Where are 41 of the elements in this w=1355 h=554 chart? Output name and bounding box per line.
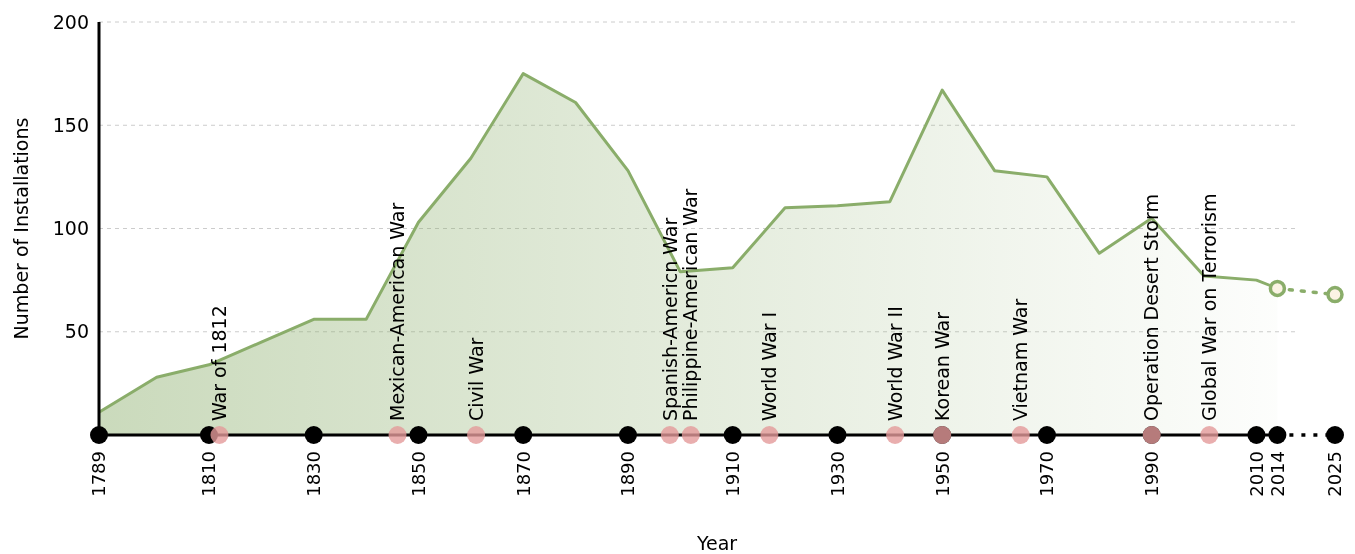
annotation: Spanish-Americn War: [658, 217, 681, 421]
x-tick-label: 1910: [722, 451, 744, 497]
annotation: Vietnam War: [1009, 298, 1032, 421]
x-tick-label: 1830: [303, 451, 325, 497]
y-tick-label: 50: [64, 320, 89, 343]
x-tick-label: 1990: [1140, 451, 1162, 497]
x-tick-label: 1850: [407, 451, 429, 497]
annotation: Korean War: [930, 311, 953, 421]
point: [886, 426, 905, 444]
point: [1011, 426, 1030, 444]
x-tick-label: 2014: [1266, 451, 1288, 497]
y-tick-label: 150: [52, 113, 89, 136]
y-tick-label: 200: [52, 10, 89, 33]
annotation: World War I: [758, 311, 781, 421]
point: [760, 426, 779, 444]
x-tick-label: 2025: [1324, 451, 1346, 497]
x-tick-label: 1789: [88, 451, 110, 497]
x-tick-label: 1930: [826, 451, 848, 497]
point: [1268, 279, 1287, 298]
x-tick-label: 2010: [1245, 451, 1267, 497]
annotation: Operation Desert Storm: [1140, 194, 1163, 421]
point: [210, 426, 229, 444]
point: [1326, 285, 1344, 304]
annotation: Mexican-American War: [386, 202, 409, 421]
annotation: War of 1812: [208, 305, 231, 421]
x-tick-label: 1810: [198, 451, 220, 497]
y-axis-title: Number of Installations: [10, 117, 32, 340]
point: [681, 426, 700, 444]
x-tick-label: 1870: [512, 451, 534, 497]
annotation: World War II: [883, 306, 906, 421]
point: [660, 426, 679, 444]
x-tick-label: 1890: [617, 451, 639, 497]
point: [1200, 426, 1219, 444]
point: [467, 426, 486, 444]
point: [388, 426, 407, 444]
x-axis-title: Year: [695, 532, 738, 554]
annotation: Civil War: [464, 337, 487, 421]
x-tick-label: 1950: [931, 451, 953, 497]
x-tick-label: 1970: [1036, 451, 1058, 497]
y-tick-label: 100: [52, 217, 89, 240]
annotation: Global War on Terrorism: [1197, 193, 1220, 421]
